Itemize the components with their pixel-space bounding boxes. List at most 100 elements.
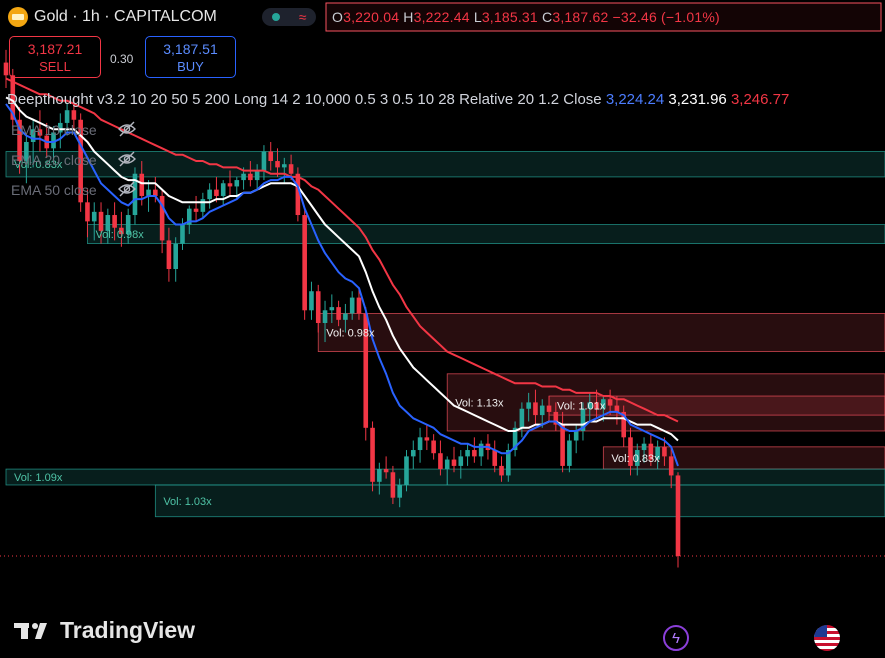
indicator-legend[interactable]: Deepthought v3.2 10 20 50 5 200 Long 14 … (7, 91, 789, 108)
candle-body-55 (377, 469, 382, 482)
indicator-value-ema20: 3,231.96 (668, 91, 727, 108)
open-label: O (332, 9, 344, 25)
volume-zone-label-2: Vol: 0.98x (326, 328, 375, 340)
volume-zone-2 (317, 313, 885, 352)
candle-body-68 (465, 450, 470, 457)
tradingview-mark-icon (14, 622, 47, 639)
sell-button[interactable]: 3,187.21 SELL (9, 36, 101, 78)
candle-body-21 (146, 189, 151, 196)
tradingview-logo[interactable]: TradingView (14, 617, 195, 644)
candle-body-51 (349, 297, 355, 314)
symbol-title[interactable]: Gold · 1h · CAPITALCOM (8, 7, 217, 27)
candle-body-56 (383, 469, 389, 473)
ema-10-legend[interactable]: EMA 10 close (11, 121, 136, 138)
candle-body-28 (193, 208, 199, 212)
candle-body-44 (302, 215, 307, 311)
candle-body-91 (621, 411, 626, 438)
volume-zone-1 (87, 224, 885, 245)
candle-body-23 (159, 195, 165, 241)
sell-label: SELL (39, 59, 71, 74)
ema-10-label: EMA 10 close (11, 122, 97, 138)
candle-body-33 (227, 183, 233, 187)
lightning-icon[interactable]: ϟ (663, 625, 689, 651)
candle-body-87 (594, 402, 599, 409)
candle-body-70 (478, 443, 484, 457)
candle-body-39 (268, 151, 274, 162)
us-flag-icon[interactable] (814, 625, 840, 651)
close-value: 3,187.62 (552, 9, 609, 25)
candle-body-5 (37, 129, 43, 136)
symbol-label: Gold · 1h · CAPITALCOM (34, 8, 217, 25)
buy-button[interactable]: 3,187.51 BUY (145, 36, 236, 78)
volume-zone-label-0: Vol: 0.83x (14, 159, 63, 171)
logo-text: TradingView (60, 617, 196, 643)
candle-body-96 (655, 446, 660, 460)
candle-body-73 (499, 465, 504, 476)
candle-body-89 (607, 399, 613, 406)
candle-body-81 (553, 411, 559, 425)
candle-body-35 (241, 173, 246, 181)
volume-zone-label-7: Vol: 1.03x (163, 496, 212, 508)
candle-body-61 (417, 437, 423, 451)
candle-body-85 (580, 408, 586, 431)
candle-body-52 (356, 297, 362, 314)
eye-off-icon[interactable] (117, 151, 137, 167)
candle-body-84 (573, 430, 579, 441)
candle-body-49 (336, 307, 341, 320)
candle-body-86 (587, 402, 593, 409)
eye-off-icon[interactable] (117, 181, 137, 197)
ema-10-line (5, 103, 679, 467)
market-status-toggle[interactable]: ≈ (262, 8, 316, 26)
candle-body-7 (51, 132, 56, 149)
ema-20-label: EMA 20 close (11, 152, 97, 168)
chart-header: Gold · 1h · CAPITALCOM ≈ O3,220.04 H3,22… (0, 0, 885, 34)
candle-body-64 (438, 453, 443, 470)
market-open-icon (271, 13, 280, 21)
candle-body-79 (539, 405, 545, 416)
eye-off-icon[interactable] (117, 121, 137, 137)
candle-body-43 (295, 173, 301, 216)
volume-zone-label-6: Vol: 1.09x (14, 472, 63, 484)
ema-50-label: EMA 50 close (11, 182, 97, 198)
header-background (0, 0, 885, 34)
candle-body-82 (560, 424, 565, 466)
volume-zone-7 (154, 484, 885, 518)
ohlc-highlight-box (325, 2, 882, 32)
candle-body-32 (220, 183, 226, 196)
candle-body-97 (662, 446, 667, 457)
candle-body-25 (173, 243, 178, 270)
candle-body-66 (451, 459, 457, 466)
ema-50-legend[interactable]: EMA 50 close (11, 181, 136, 198)
candle-body-69 (472, 450, 477, 457)
candle-body-93 (634, 450, 640, 466)
candle-body-94 (641, 443, 647, 451)
candle-body-77 (526, 402, 531, 409)
ema-20-legend[interactable]: EMA 20 close (11, 151, 136, 168)
candle-body-75 (512, 427, 518, 451)
candle-body-95 (648, 443, 654, 460)
candle-body-26 (180, 224, 185, 244)
candle-body-31 (214, 189, 219, 196)
candle-body-92 (628, 437, 633, 466)
candle-body-58 (397, 484, 402, 498)
candle-body-27 (186, 208, 192, 225)
high-value: 3,222.44 (413, 9, 470, 25)
candle-body-34 (234, 180, 240, 187)
indicator-value-ema10: 3,224.24 (605, 91, 665, 108)
ohlc-readout: O3,220.04 H3,222.44 L3,185.31 C3,187.62 … (332, 9, 720, 25)
candle-body-42 (288, 164, 294, 174)
candle-body-54 (370, 427, 375, 482)
candle-body-20 (139, 173, 145, 196)
sell-price: 3,187.21 (27, 41, 83, 57)
candle-body-17 (119, 227, 124, 235)
candle-body-99 (675, 475, 681, 557)
volume-zone-label-1: Vol: 0.98x (95, 229, 144, 241)
candle-body-22 (153, 189, 158, 196)
candle-body-60 (410, 450, 416, 457)
candle-body-72 (492, 450, 498, 466)
candle-body-14 (98, 211, 104, 231)
gold-bars-icon (8, 7, 28, 27)
candle-body-13 (91, 211, 97, 222)
volume-zone-label-4: Vol: 1.01x (557, 401, 606, 413)
